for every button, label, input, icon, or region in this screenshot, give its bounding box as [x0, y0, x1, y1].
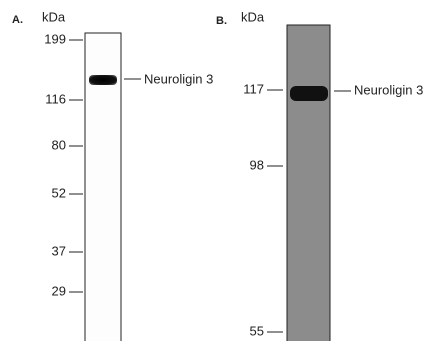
markers: 117 98 55 — [243, 81, 283, 338]
marker-label: 98 — [250, 157, 264, 172]
marker-label: 55 — [250, 323, 264, 338]
marker-label: 80 — [52, 137, 66, 152]
panel-label: A. — [12, 14, 23, 26]
band-label: Neuroligin 3 — [354, 82, 423, 97]
unit-label: kDa — [42, 9, 66, 24]
band — [89, 75, 117, 85]
panel-a: A. kDa Neuroligin 3 199 116 80 52 37 29 — [12, 9, 213, 341]
unit-label: kDa — [241, 9, 265, 24]
marker-label: 199 — [44, 31, 66, 46]
marker-label: 116 — [45, 91, 66, 106]
lane — [287, 25, 330, 341]
panel-b: B. kDa Neuroligin 3 117 98 55 — [216, 9, 423, 341]
band-label: Neuroligin 3 — [144, 71, 213, 86]
panel-label: B. — [216, 15, 227, 27]
marker-label: 37 — [52, 243, 66, 258]
marker-label: 29 — [52, 283, 66, 298]
band — [290, 86, 328, 101]
marker-label: 117 — [243, 81, 264, 96]
figure: A. kDa Neuroligin 3 199 116 80 52 37 29 B. kD… — [0, 0, 434, 341]
marker-label: 52 — [52, 185, 66, 200]
markers: 199 116 80 52 37 29 — [44, 31, 83, 298]
